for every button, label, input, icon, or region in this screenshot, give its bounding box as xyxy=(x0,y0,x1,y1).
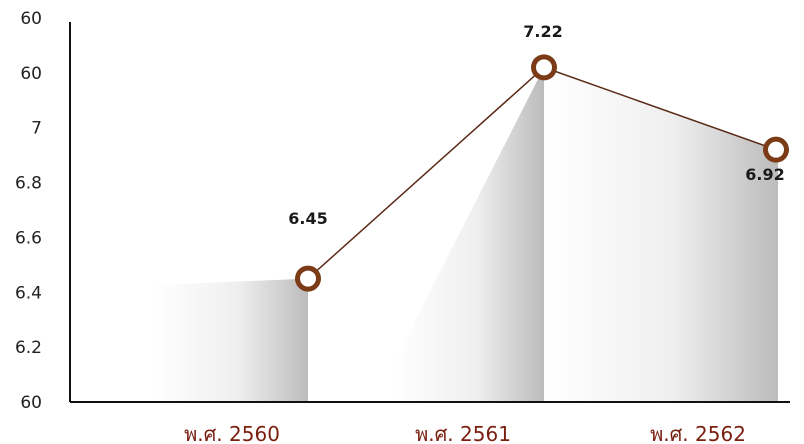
area-segment-2560 xyxy=(155,278,308,402)
data-label: 7.22 xyxy=(523,22,562,41)
y-tick-label: 60 xyxy=(20,393,42,413)
y-tick-label: 6.8 xyxy=(15,174,42,194)
data-label: 6.92 xyxy=(745,165,784,184)
x-category-label: พ.ศ. 2561 xyxy=(415,422,511,444)
area-segment-2561 xyxy=(395,67,544,402)
y-tick-label: 6.2 xyxy=(15,338,42,358)
data-point-marker-center xyxy=(768,141,784,158)
y-tick-label: 60 xyxy=(20,9,42,29)
data-label: 6.45 xyxy=(288,209,327,228)
data-point-marker-center xyxy=(536,59,552,76)
area-fills xyxy=(155,67,778,402)
y-tick-label: 7 xyxy=(31,119,42,139)
x-category-label: พ.ศ. 2562 xyxy=(650,422,746,444)
axes xyxy=(69,22,790,403)
data-point-marker-center xyxy=(300,270,316,287)
y-tick-label: 60 xyxy=(20,64,42,84)
area-segment-2562 xyxy=(545,67,778,402)
y-tick-label: 6.4 xyxy=(15,283,42,303)
series-line-group xyxy=(295,54,789,292)
x-category-label: พ.ศ. 2560 xyxy=(184,422,280,444)
data-labels: 6.45 7.22 6.92 xyxy=(288,22,784,228)
y-tick-label: 6.6 xyxy=(15,228,42,248)
x-category-labels: พ.ศ. 2560 พ.ศ. 2561 พ.ศ. 2562 xyxy=(184,422,746,444)
y-tick-labels: 60 6.2 6.4 6.6 6.8 7 60 60 xyxy=(15,9,42,413)
